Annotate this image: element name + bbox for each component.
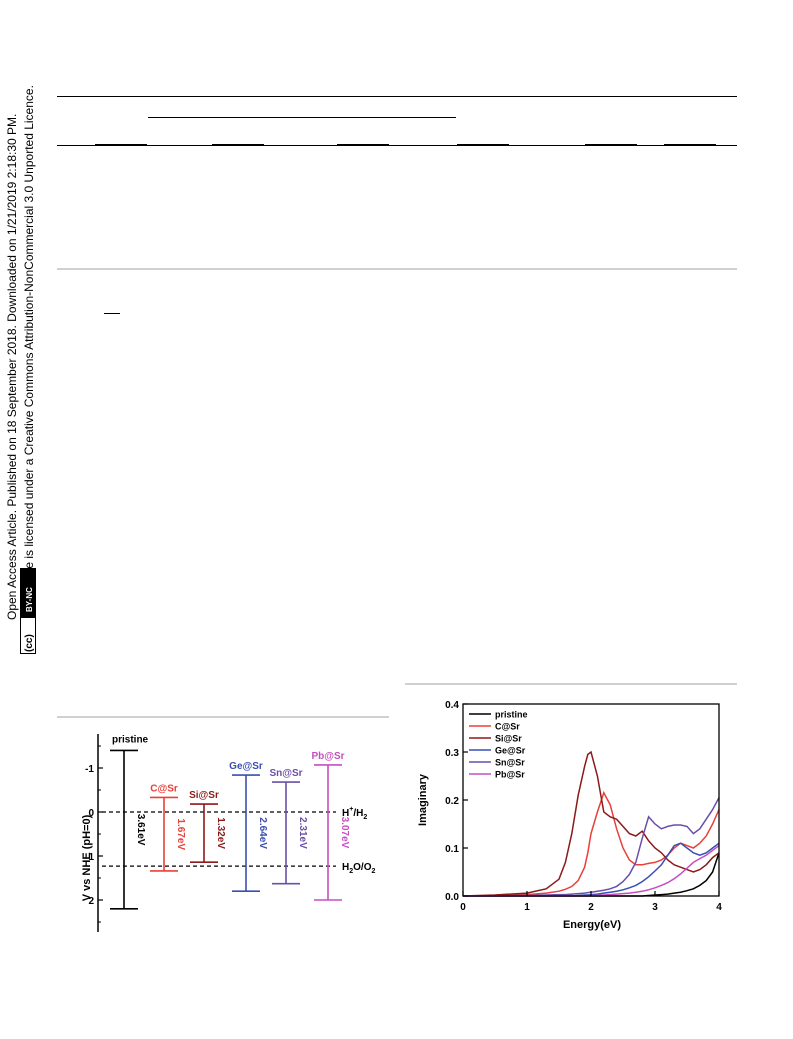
band-y-axis: -1 0 1 2 — [85, 734, 103, 932]
cc-badge-inner — [21, 618, 35, 653]
table-col-rule-3 — [337, 144, 389, 146]
table-bottom-rule — [57, 268, 737, 270]
x-tick-label: 1 — [524, 902, 530, 913]
reference-label: H2O/O2 — [342, 862, 375, 875]
legend-label: Si@Sr — [495, 734, 522, 744]
band-level-si-at-sr: Si@Sr 1.32eV — [189, 790, 226, 863]
chart-axes: 0 1 2 3 4 0.0 0.1 0.2 0.3 0.4 — [445, 700, 722, 913]
band-level-name: Pb@Sr — [311, 751, 344, 762]
band-tick-label: -1 — [85, 764, 94, 775]
band-tick-label: 2 — [88, 896, 94, 907]
legend-label: C@Sr — [495, 722, 520, 732]
sidebar-line-2: This article is licensed under a Creativ… — [22, 85, 36, 620]
reference-label: H+/H2 — [342, 806, 367, 821]
series-line-ge-at-sr — [463, 842, 720, 897]
band-gap-label: 2.64eV — [257, 817, 268, 849]
band-level-name: pristine — [112, 734, 149, 745]
table-col-rule-5 — [585, 144, 637, 146]
table-col-rule-1 — [95, 144, 147, 146]
y-tick-label: 0.0 — [445, 892, 459, 903]
imaginary-chart: 0 1 2 3 4 0.0 0.1 0.2 0.3 0.4 pristine C@Sr Si@Sr Ge… — [417, 700, 722, 931]
band-level-sn-at-sr: Sn@Sr 2.31eV — [269, 768, 308, 885]
band-level-pristine: pristine 3.61eV — [110, 734, 149, 910]
band-level-c-at-sr: C@Sr 1.67eV — [150, 783, 186, 872]
band-gap-label: 1.67eV — [175, 818, 186, 850]
sidebar-line-1: Open Access Article. Published on 18 Sep… — [5, 114, 19, 620]
x-tick-label: 4 — [716, 902, 722, 913]
chart-legend: pristine C@Sr Si@Sr Ge@Sr Sn@Sr Pb@Sr — [469, 710, 528, 780]
cc-badge — [20, 568, 36, 654]
table-col-rule-4 — [457, 144, 509, 146]
band-tick-label: 1 — [88, 852, 94, 863]
legend-label: Ge@Sr — [495, 746, 526, 756]
table-header-rule — [57, 145, 737, 146]
short-underline — [104, 313, 120, 314]
band-level-name: C@Sr — [150, 783, 178, 794]
y-tick-label: 0.4 — [445, 700, 459, 711]
series-line-sn-at-sr — [463, 797, 720, 897]
legend-label: Sn@Sr — [495, 758, 525, 768]
band-level-name: Ge@Sr — [229, 761, 263, 772]
band-edge-figure: -1 0 1 2 H+/H2 H2O/O2 pristine 3.61eV C@Sr 1.67… — [81, 734, 375, 932]
table-col-rule-6 — [664, 144, 716, 146]
figure-left-top-rule — [57, 716, 389, 718]
table-subheader-rule — [148, 117, 456, 118]
y-tick-label: 0.3 — [445, 748, 459, 759]
band-level-ge-at-sr: Ge@Sr 2.64eV — [229, 761, 268, 892]
y-tick-label: 0.2 — [445, 796, 459, 807]
band-gap-label: 2.31eV — [297, 817, 308, 849]
band-gap-label: 3.07eV — [339, 817, 350, 849]
legend-label: pristine — [495, 710, 528, 720]
band-tick-label: 0 — [88, 808, 94, 819]
series-line-c-at-sr — [462, 790, 720, 897]
table-col-rule-2 — [212, 144, 264, 146]
band-gap-label: 3.61eV — [135, 814, 146, 846]
y-tick-label: 0.1 — [445, 844, 459, 855]
band-gap-label: 1.32eV — [215, 817, 226, 849]
chart-ylabel: Imaginary — [417, 773, 429, 826]
x-tick-label: 2 — [588, 902, 594, 913]
band-reference-lines: H+/H2 H2O/O2 — [102, 806, 375, 875]
legend-label: Pb@Sr — [495, 770, 525, 780]
cc-badge-bync: BY-NC — [25, 587, 34, 612]
figure-right-top-rule — [405, 683, 737, 685]
table-top-rule — [57, 96, 737, 97]
x-tick-label: 0 — [460, 902, 466, 913]
band-level-name: Sn@Sr — [269, 768, 302, 779]
band-level-pb-at-sr: Pb@Sr 3.07eV — [311, 751, 350, 901]
band-ylabel: V vs NHE (pH=0) — [81, 814, 93, 901]
band-level-name: Si@Sr — [189, 790, 219, 801]
cc-badge-cc: (cc) — [24, 634, 35, 652]
chart-xlabel: Energy(eV) — [563, 919, 621, 931]
series-line-pb-at-sr — [463, 845, 720, 897]
x-tick-label: 3 — [652, 902, 658, 913]
series-line-si-at-sr — [462, 750, 720, 897]
band-levels: pristine3.61eVC@Sr1.67eVSi@Sr1.32eVGe@Sr… — [110, 734, 350, 910]
